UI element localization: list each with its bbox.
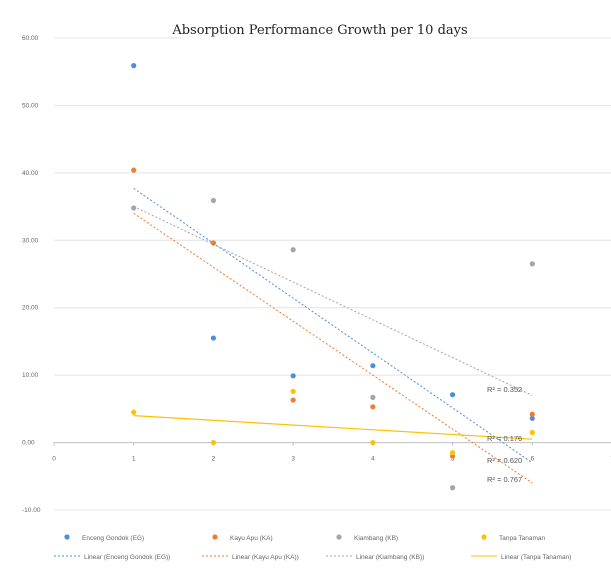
data-point (290, 397, 296, 403)
legend-marker (481, 534, 487, 540)
trendlines (133, 187, 533, 484)
data-point (210, 335, 217, 341)
y-tick-label: 40.00 (22, 170, 39, 177)
x-tick-label: 3 (291, 456, 295, 463)
trendline (133, 415, 533, 440)
x-tick-label: 1 (132, 456, 136, 463)
y-tick-label: 0.00 (22, 440, 35, 447)
axes: 60.00 50.00 40.00 30.00 20.00 10.00 0.00 -10.00… (22, 35, 611, 514)
data-point (449, 392, 456, 398)
data-point (131, 205, 137, 211)
data-point (370, 363, 376, 369)
legend-trend-label: Linear (Tanpa Tanaman) (501, 554, 571, 561)
data-point (131, 409, 137, 415)
data-point (131, 63, 137, 69)
y-tick-label: 20.00 (22, 305, 39, 312)
data-point (529, 411, 535, 417)
legend-marker (212, 534, 218, 540)
legend-label: Enceng Gondok (EG) (82, 535, 144, 542)
legend-marker (336, 534, 342, 540)
trendline (133, 212, 533, 484)
data-point (131, 167, 137, 173)
gridlines (54, 37, 611, 511)
data-points (131, 63, 535, 491)
legend: Enceng Gondok (EG) Linear (Enceng Gondok … (54, 534, 571, 561)
data-point (449, 485, 456, 491)
data-point (290, 373, 296, 379)
legend-label: Tanpa Tanaman (499, 535, 546, 542)
data-point (370, 439, 376, 446)
data-point (529, 415, 535, 421)
r-squared-label: R² = 0.767 (487, 475, 522, 484)
legend-label: Kiambang (KB) (354, 535, 398, 542)
x-tick-label: 5 (451, 456, 455, 463)
x-tick-label: 0 (52, 456, 56, 463)
legend-trend-label: Linear (Enceng Gondok (EG)) (84, 554, 170, 561)
legend-marker (64, 534, 70, 540)
data-point (290, 247, 296, 253)
data-point (210, 439, 217, 446)
legend-label: Kayu Apu (KA) (230, 535, 273, 542)
trendline (133, 206, 533, 396)
y-tick-label: 30.00 (22, 237, 39, 244)
trendline (133, 187, 533, 464)
x-tick-label: 2 (212, 456, 216, 463)
y-tick-label: -10.00 (22, 507, 41, 514)
legend-trend-label: Linear (Kayu Apu (KA)) (232, 554, 299, 561)
r-squared-label: R² = 0.352 (487, 385, 522, 394)
legend-trend-label: Linear (Kiambang (KB)) (356, 554, 424, 561)
x-tick-label: 4 (371, 456, 375, 463)
data-point (529, 429, 535, 436)
chart-title: Absorption Performance Growth per 10 day… (171, 23, 467, 38)
r-squared-label: R² = 0.620 (487, 456, 522, 465)
data-point (210, 197, 217, 204)
data-point (449, 450, 456, 456)
y-tick-label: 10.00 (22, 372, 39, 379)
data-point (290, 388, 296, 394)
data-point (370, 394, 376, 400)
r-squared-label: R² = 0.176 (487, 434, 522, 443)
y-tick-label: 60.00 (22, 35, 39, 42)
r-squared-labels: R² = 0.352 R² = 0.176 R² = 0.620 R² = 0.767 (487, 385, 522, 484)
data-point (210, 240, 217, 246)
y-tick-label: 50.00 (22, 102, 39, 109)
x-tick-label: 6 (530, 456, 534, 463)
data-point (370, 404, 376, 410)
data-point (529, 261, 535, 267)
